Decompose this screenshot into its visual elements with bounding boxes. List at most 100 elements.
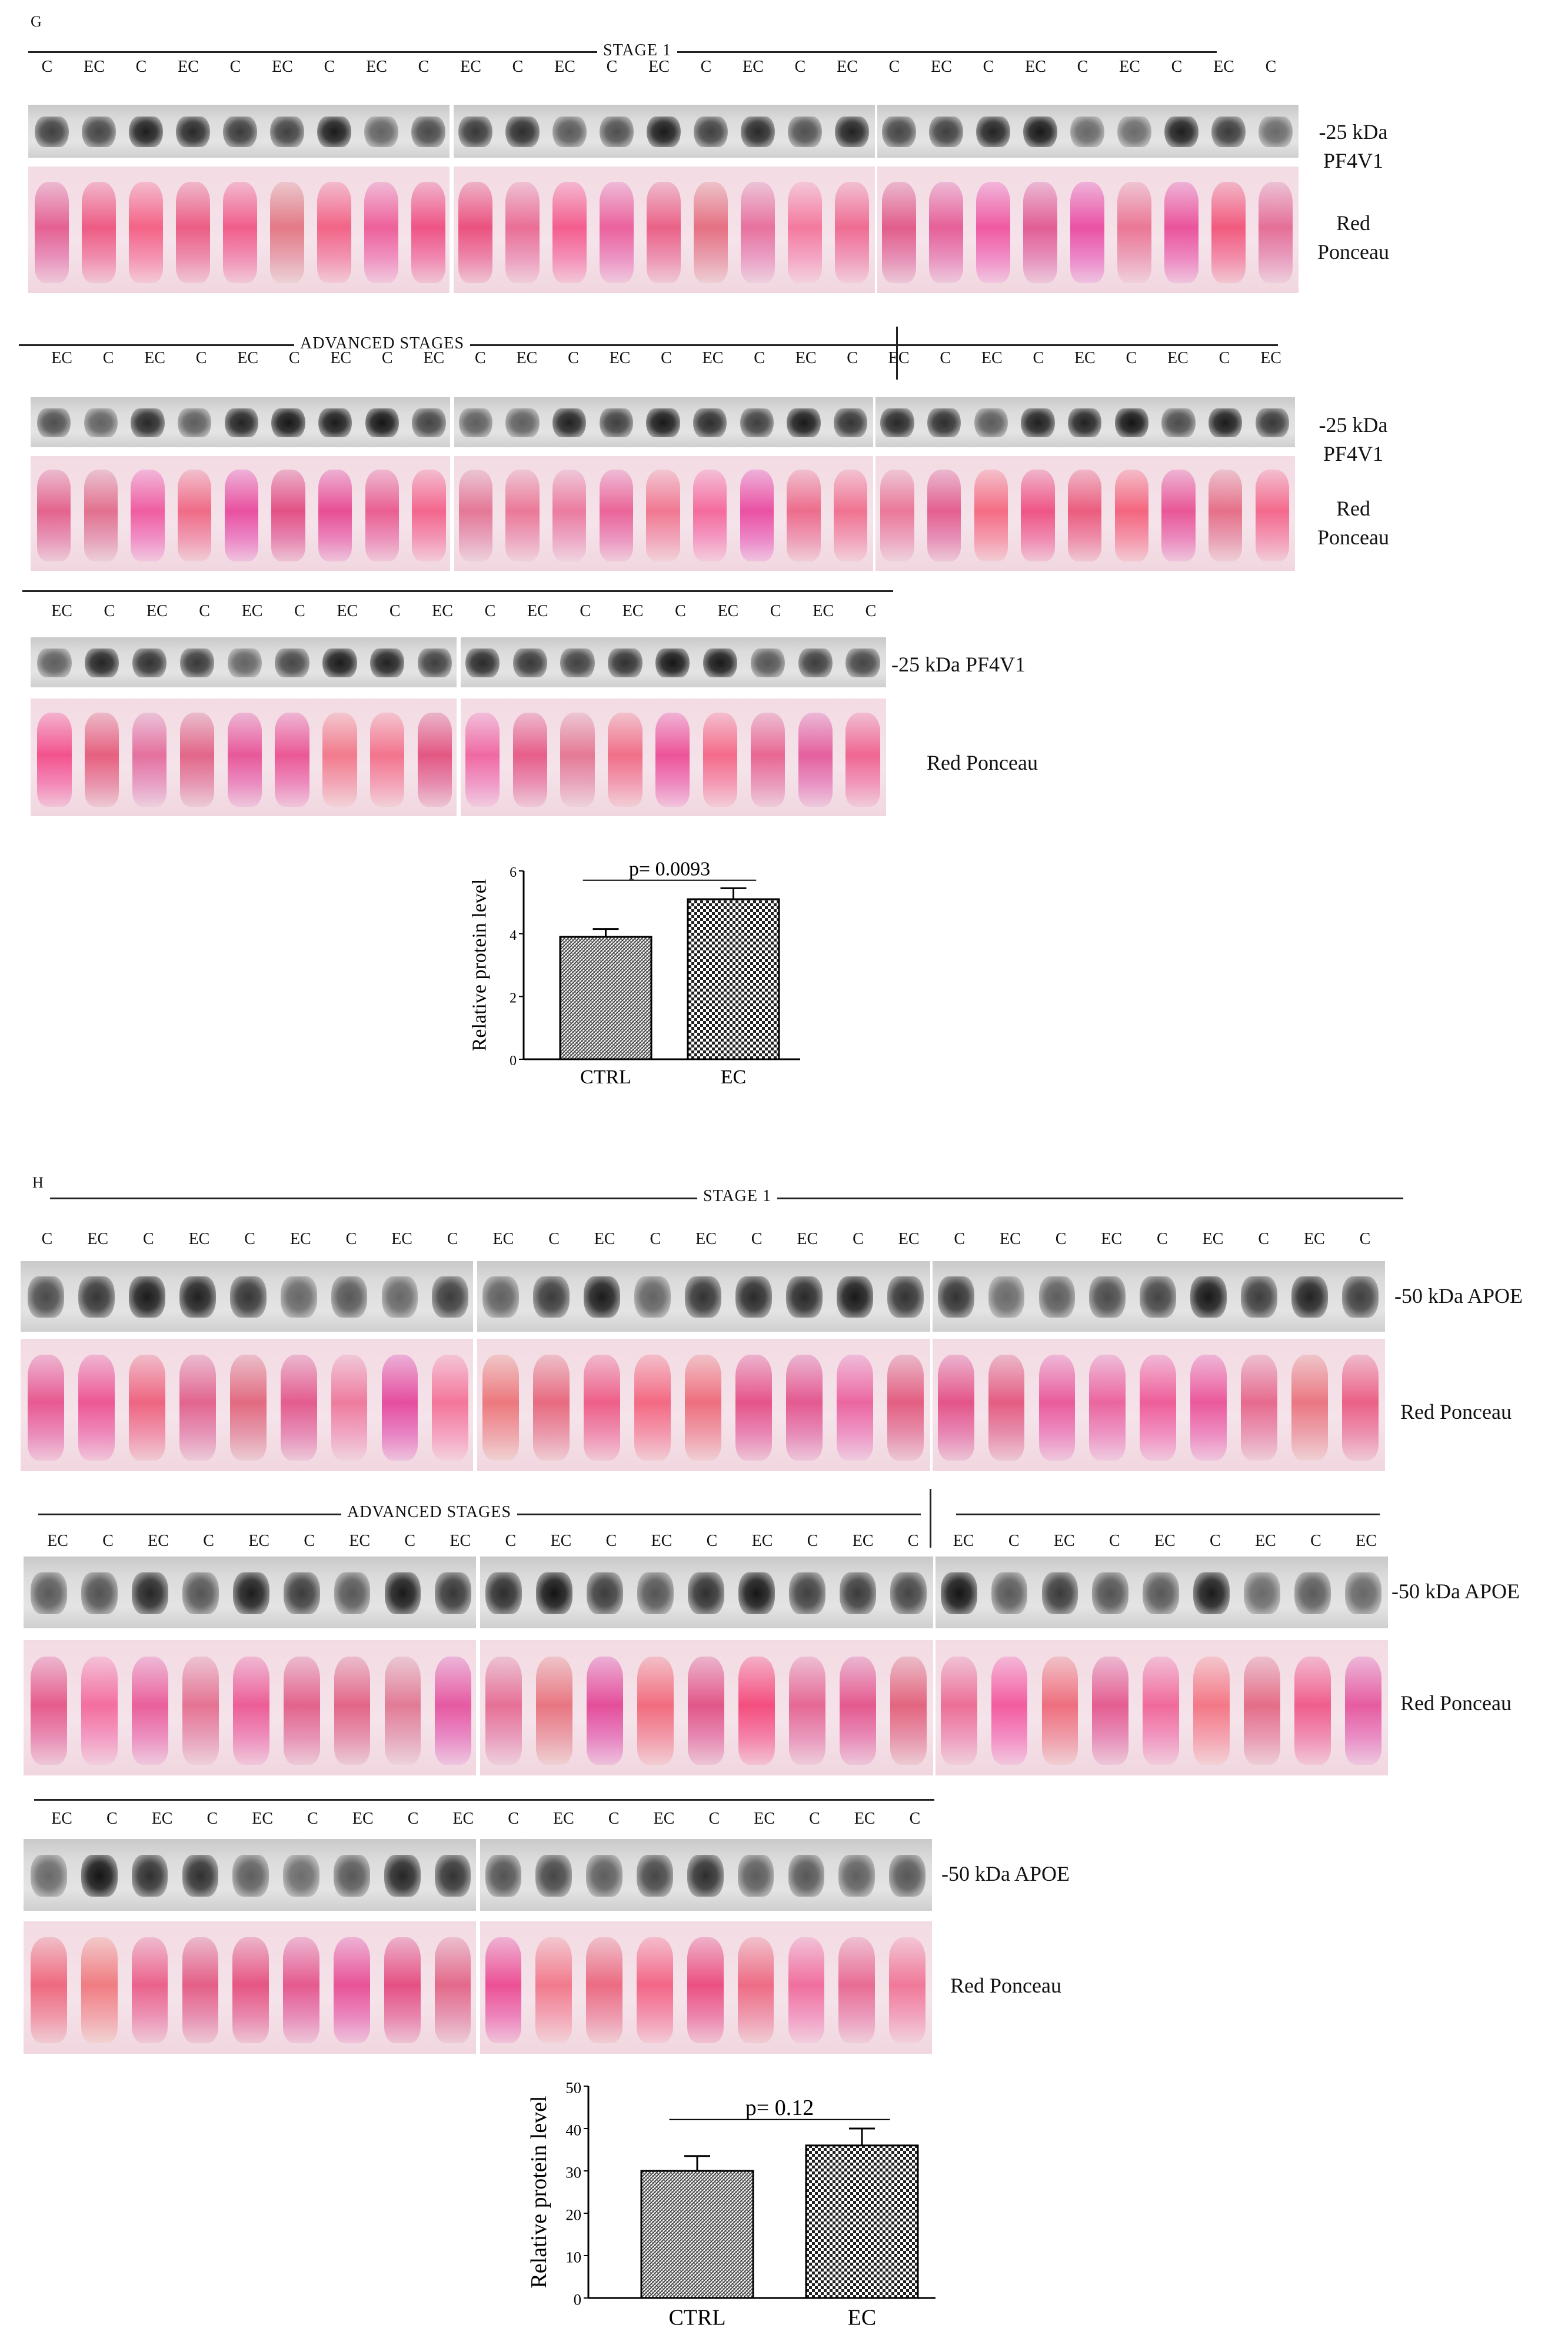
blot-band	[485, 1572, 522, 1614]
ponceau-lane	[838, 1937, 875, 2043]
y-tick-label: 30	[565, 2163, 581, 2181]
blot-band	[552, 116, 587, 147]
blot-band	[85, 648, 119, 677]
divider-h	[930, 1489, 931, 1548]
blot-band	[482, 1276, 520, 1318]
y-tick-label: 0	[510, 1053, 517, 1069]
lane-label: C	[1055, 1230, 1067, 1248]
blot-band	[182, 1572, 219, 1614]
blot-band	[131, 1572, 168, 1614]
lane-label: C	[304, 1532, 315, 1550]
stain-label-g-stage1: Red Ponceau	[1317, 211, 1389, 264]
lane-label: C	[41, 1230, 53, 1248]
y-tick-label: 0	[574, 2290, 581, 2308]
lane-label: C	[203, 1532, 214, 1550]
lane-label: C	[1157, 1230, 1168, 1248]
lane-label: EC	[1074, 349, 1096, 367]
lane-label: EC	[953, 1532, 974, 1550]
lane-label: C	[794, 58, 806, 76]
lane-label: C	[580, 602, 591, 620]
blot-band	[693, 408, 727, 437]
lane-label: C	[381, 349, 393, 367]
blot-band	[81, 1572, 118, 1614]
lane-label: C	[770, 602, 781, 620]
lane-label: EC	[751, 1532, 773, 1550]
lane-label: EC	[516, 349, 538, 367]
lane-label: EC	[148, 1532, 169, 1550]
western-blot-pf4v1-stage1	[28, 105, 1299, 158]
ponceau-lane	[833, 470, 868, 562]
marker-label-h-advanced1: -50 kDa APOE	[1391, 1579, 1520, 1603]
lane-label: C	[324, 58, 335, 76]
lane-label: EC	[653, 1810, 675, 1828]
blot-band	[927, 408, 961, 437]
ponceau-lane	[688, 1656, 724, 1765]
lane-label: C	[1265, 58, 1277, 76]
ponceau-lane	[599, 470, 634, 562]
ponceau-lane	[646, 470, 680, 562]
lane-label: EC	[1356, 1532, 1377, 1550]
lane-label: EC	[1255, 1532, 1276, 1550]
marker-label-g-advanced1: -25 kDa PF4V1	[1319, 413, 1388, 465]
y-axis-label: Relative protein level	[471, 879, 490, 1052]
ponceau-lane	[929, 181, 963, 283]
ponceau-lane	[788, 1656, 825, 1765]
blot-band	[229, 1276, 267, 1318]
ponceau-lane	[584, 1355, 621, 1461]
lane-label: EC	[252, 1810, 274, 1828]
blot-band	[364, 116, 398, 147]
western-blot-apoe-stage1	[21, 1261, 1386, 1332]
ponceau-lane	[37, 713, 72, 807]
blot-band	[584, 1276, 621, 1318]
lane-label: C	[244, 1230, 255, 1248]
blot-band	[1241, 1276, 1278, 1318]
lane-label: C	[1210, 1532, 1221, 1550]
blot-band	[741, 116, 775, 147]
lane-label: C	[447, 1230, 458, 1248]
ponceau-lane	[798, 713, 833, 807]
blot-band	[270, 116, 304, 147]
blot-band	[280, 1276, 317, 1318]
ponceau-lane	[318, 470, 352, 562]
blot-band	[976, 116, 1010, 147]
lane-label: EC	[1202, 1230, 1224, 1248]
blot-band	[465, 648, 500, 677]
lane-label: EC	[289, 1230, 311, 1248]
lane-label: C	[907, 1532, 919, 1550]
lane-label: EC	[554, 58, 575, 76]
ponceau-lane	[890, 1656, 927, 1765]
ponceau-lane	[505, 470, 540, 562]
blot-band	[1092, 1572, 1129, 1614]
blot-band	[1255, 408, 1289, 437]
stain-label-h-advanced1: Red Ponceau	[1400, 1691, 1512, 1715]
lane-label: EC	[931, 58, 952, 76]
ponceau-lane	[1291, 1355, 1329, 1461]
lane-label: C	[751, 1230, 763, 1248]
lane-label: EC	[51, 602, 72, 620]
blot-band	[536, 1572, 573, 1614]
ponceau-lane	[223, 181, 257, 283]
ponceau-lane	[536, 1656, 573, 1765]
blot-band	[882, 116, 916, 147]
blot-band	[1208, 408, 1243, 437]
lane-label: EC	[248, 1532, 270, 1550]
lane-label: EC	[648, 58, 670, 76]
ponceau-lane	[334, 1937, 370, 2043]
category-label: EC	[848, 2306, 877, 2330]
ponceau-lane	[1345, 1656, 1381, 1765]
lane-label: EC	[754, 1810, 775, 1828]
ponceau-lane	[787, 470, 821, 562]
ponceau-lane	[788, 1937, 825, 2043]
blot-band	[1294, 1572, 1331, 1614]
ponceau-lane	[974, 470, 1008, 562]
ponceau-lane	[434, 1937, 471, 2043]
ponceau-lane	[750, 713, 785, 807]
blot-band	[232, 1572, 269, 1614]
blot-band	[82, 116, 116, 147]
advanced-line-g	[19, 344, 1278, 346]
ponceau-lane	[937, 1355, 974, 1461]
ponceau-lane	[703, 713, 738, 807]
lane-label: C	[307, 1810, 318, 1828]
lane-label: EC	[609, 349, 631, 367]
lane-label: EC	[337, 602, 358, 620]
